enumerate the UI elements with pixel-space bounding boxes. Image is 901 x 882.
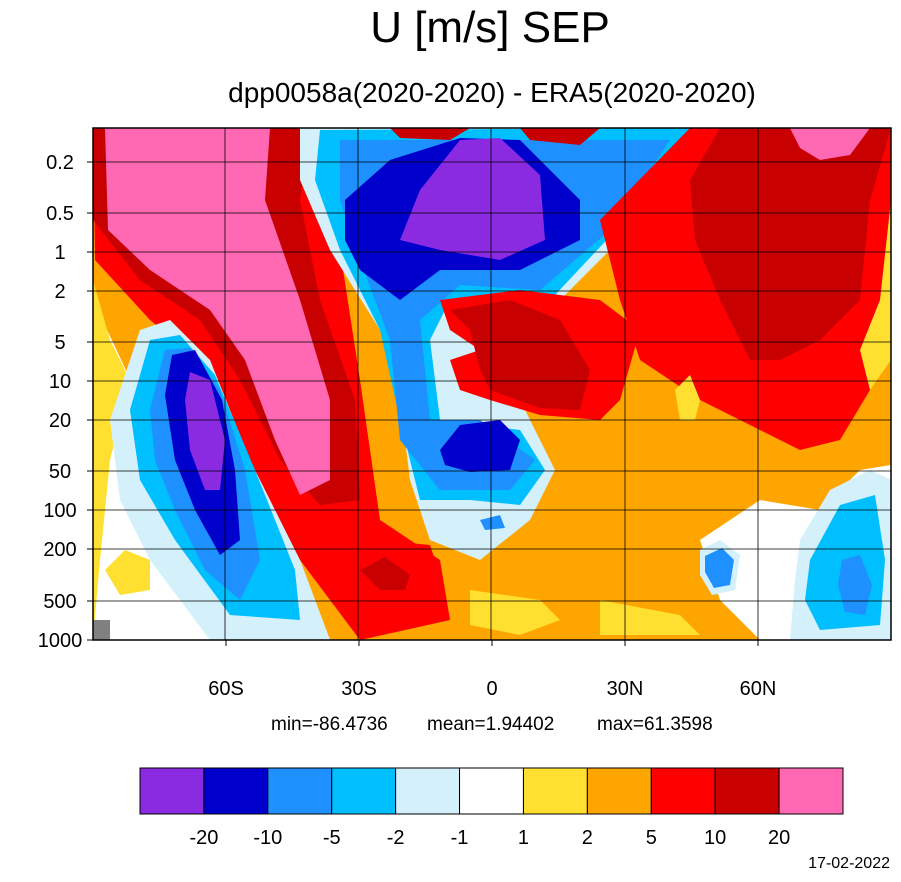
y-tick-label: 0.5 [46, 203, 74, 225]
colorbar-label: -1 [451, 827, 469, 849]
grid-lines [93, 128, 891, 640]
colorbar-swatch [395, 767, 461, 815]
colorbar-label: 2 [582, 827, 593, 849]
colorbar-label: 10 [704, 827, 726, 849]
x-tick-label: 30N [607, 678, 644, 700]
y-axis: 0.2 0.5 1 2 5 10 20 50 100 200 500 1000 [38, 152, 93, 652]
x-tick-label: 0 [486, 678, 497, 700]
x-tick-label: 30S [341, 678, 377, 700]
colorbar-swatch [203, 767, 269, 815]
chart-title: U [m/s] SEP [370, 3, 610, 52]
colorbar-swatch [522, 767, 588, 815]
colorbar-label: -10 [253, 827, 282, 849]
colorbar-label: 20 [768, 827, 790, 849]
stat-min: min=-86.4736 [271, 714, 388, 735]
colorbar-swatch [714, 767, 780, 815]
colorbar-swatch [586, 767, 652, 815]
y-tick-label: 1 [54, 242, 65, 264]
colorbar-label: -2 [387, 827, 405, 849]
colorbar-label: -5 [323, 827, 341, 849]
colorbar-swatch [331, 767, 397, 815]
colorbar-swatch [650, 767, 716, 815]
colorbar: -20 -10 -5 -2 -1 1 2 5 10 20 [139, 767, 844, 849]
y-tick-label: 20 [49, 410, 71, 432]
colorbar-label: -20 [189, 827, 218, 849]
stat-mean: mean=1.94402 [427, 714, 554, 735]
colorbar-swatch [459, 767, 524, 815]
colorbar-label: 1 [518, 827, 529, 849]
y-tick-label: 2 [54, 281, 65, 303]
x-tick-label: 60S [208, 678, 244, 700]
x-axis: 60S 30S 0 30N 60N [208, 640, 776, 700]
y-tick-label: 10 [49, 371, 71, 393]
y-tick-label: 5 [54, 332, 65, 354]
y-tick-label: 500 [43, 591, 76, 613]
colorbar-swatch [778, 767, 844, 815]
y-tick-label: 100 [43, 500, 76, 522]
colorbar-swatch [139, 767, 205, 815]
contour-field [93, 128, 891, 640]
footer-date: 17-02-2022 [808, 855, 890, 872]
y-tick-label: 50 [49, 461, 71, 483]
colorbar-label: 5 [646, 827, 657, 849]
colorbar-swatch [267, 767, 333, 815]
stat-max: max=61.3598 [597, 714, 713, 735]
chart-subtitle: dpp0058a(2020-2020) - ERA5(2020-2020) [228, 77, 756, 108]
y-tick-label: 200 [43, 539, 76, 561]
y-tick-label: 1000 [38, 630, 83, 652]
y-tick-label: 0.2 [46, 152, 74, 174]
x-tick-label: 60N [740, 678, 777, 700]
